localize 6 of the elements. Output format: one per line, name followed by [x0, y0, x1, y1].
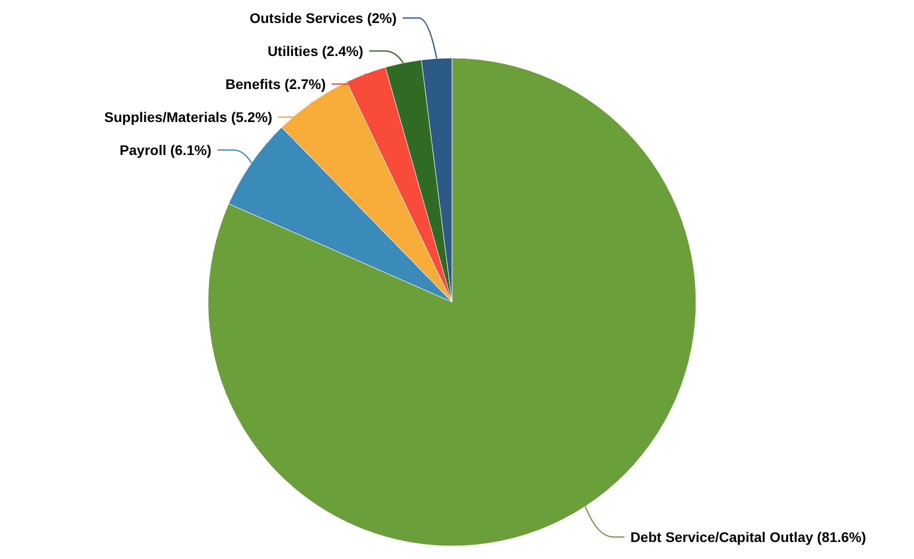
- slice-label: Payroll (6.1%): [120, 142, 212, 158]
- slice-label: Supplies/Materials (5.2%): [104, 108, 272, 125]
- slice-label: Utilities (2.4%): [268, 42, 364, 59]
- slice-label: Debt Service/Capital Outlay (81.6%): [630, 528, 866, 545]
- slice-label: Benefits (2.7%): [225, 76, 326, 92]
- slice-label: Outside Services (2%): [250, 10, 397, 26]
